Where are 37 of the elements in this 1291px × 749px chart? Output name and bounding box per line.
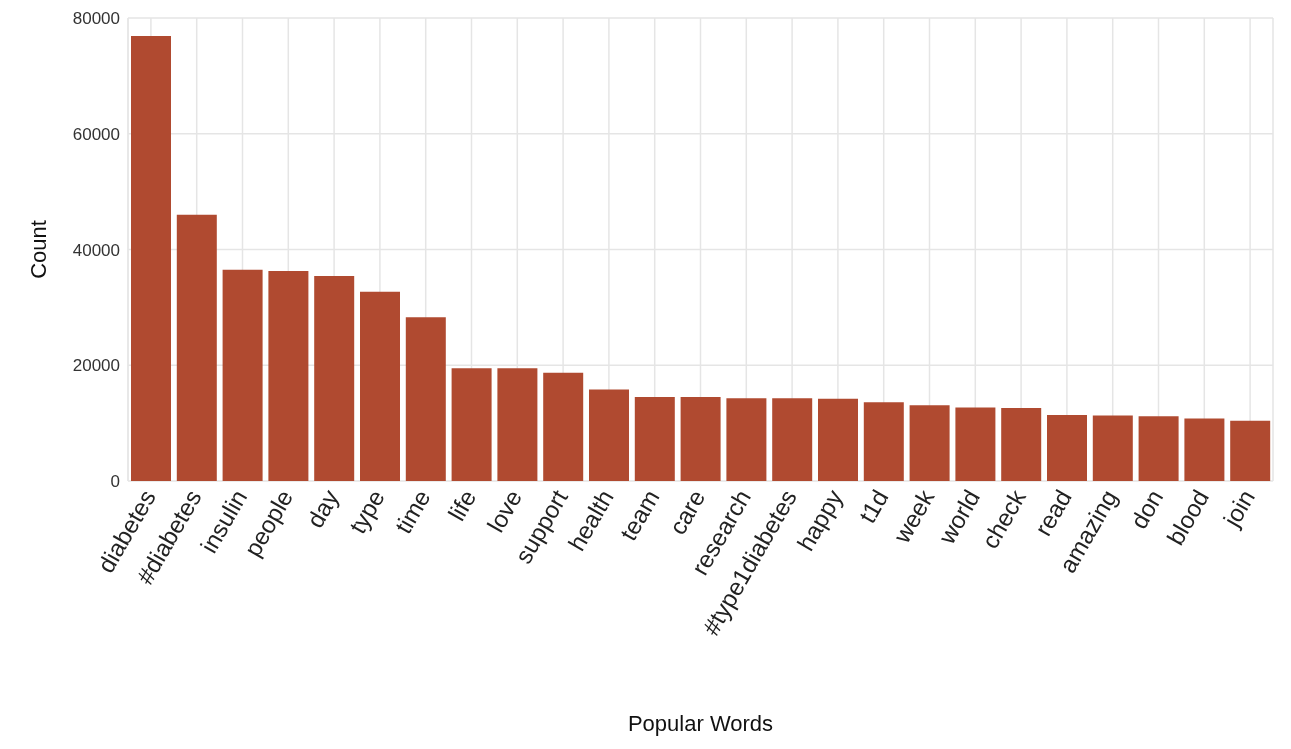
bar xyxy=(360,291,400,481)
x-tick-label: t1d xyxy=(853,485,894,528)
bar xyxy=(543,372,584,481)
bar xyxy=(909,405,950,481)
y-tick-label: 40000 xyxy=(72,240,120,260)
bar xyxy=(863,402,904,481)
bar xyxy=(634,397,675,481)
bar xyxy=(1138,416,1179,481)
bar xyxy=(131,35,171,481)
x-tick-label: life xyxy=(442,485,482,526)
bar xyxy=(1047,415,1087,481)
bar xyxy=(680,397,721,481)
bar xyxy=(268,270,309,481)
bar xyxy=(405,317,446,481)
bar xyxy=(451,368,492,481)
bar xyxy=(314,276,355,481)
bar xyxy=(1230,420,1271,481)
bar xyxy=(1184,418,1225,481)
y-axis-title: Count xyxy=(25,220,51,279)
bar xyxy=(176,214,217,481)
x-tick-label: day xyxy=(301,485,344,533)
bar xyxy=(497,368,538,481)
bar xyxy=(955,407,996,481)
y-tick-label: 60000 xyxy=(72,124,120,144)
bar xyxy=(818,398,858,481)
x-tick-label: join xyxy=(1217,485,1260,532)
x-axis-title: Popular Words xyxy=(627,711,774,736)
bar xyxy=(1001,408,1042,481)
y-tick-label: 80000 xyxy=(72,9,120,29)
bar xyxy=(1092,415,1133,481)
bar xyxy=(222,269,263,481)
y-tick-label: 20000 xyxy=(72,356,120,376)
bar xyxy=(589,389,629,481)
y-tick-label: 0 xyxy=(110,472,120,492)
bar xyxy=(726,398,767,481)
x-tick-label: don xyxy=(1124,485,1169,534)
bar xyxy=(772,398,813,481)
